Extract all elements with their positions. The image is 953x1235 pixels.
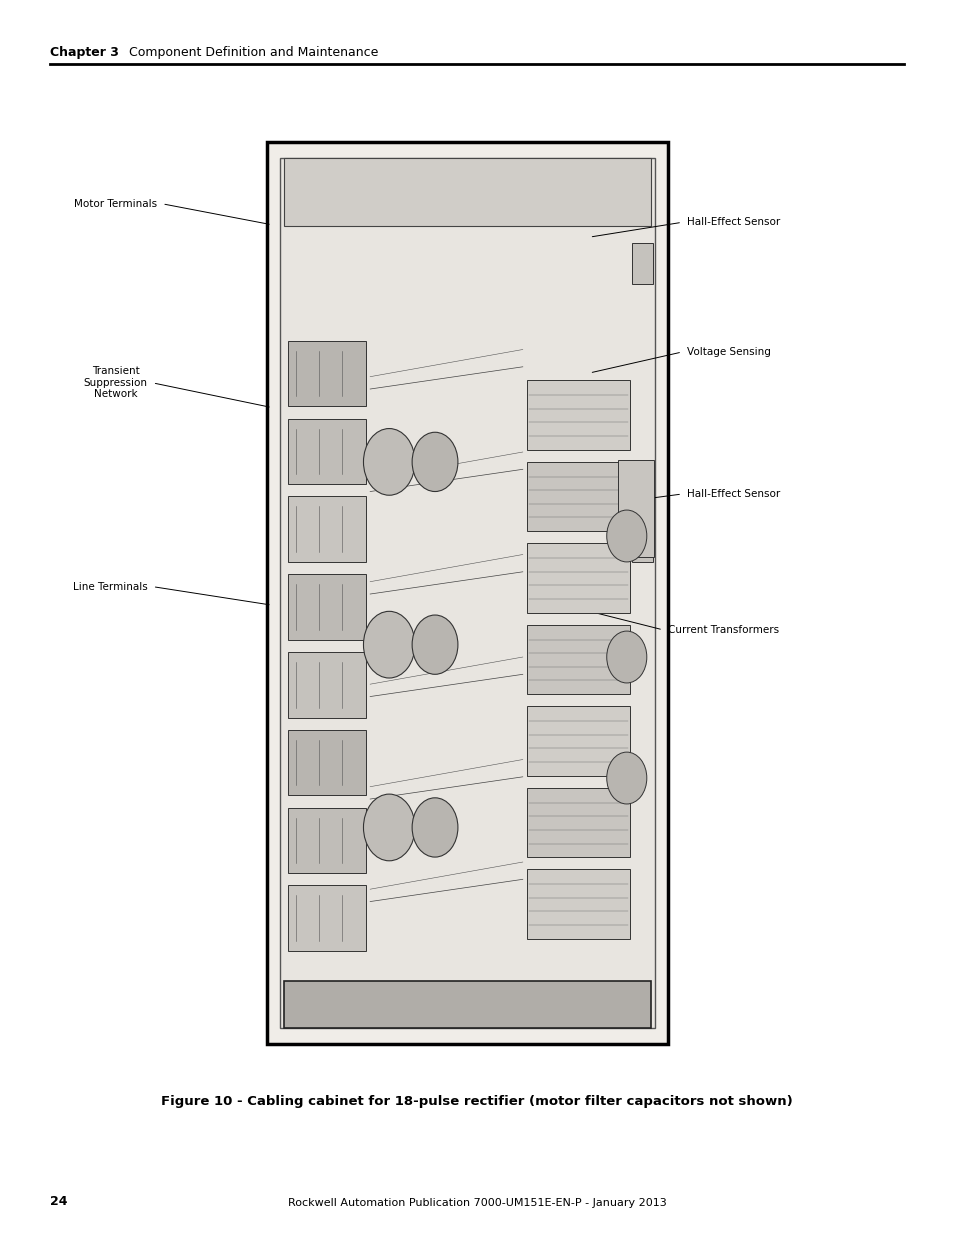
- Text: Line Terminals: Line Terminals: [73, 582, 148, 592]
- Bar: [288, 496, 366, 562]
- Bar: [631, 521, 653, 562]
- Bar: [288, 808, 366, 873]
- Text: Voltage Sensing: Voltage Sensing: [686, 347, 770, 357]
- Bar: [526, 543, 629, 613]
- Bar: [288, 652, 366, 718]
- Bar: [288, 730, 366, 795]
- Text: Motor Terminals: Motor Terminals: [74, 199, 157, 209]
- Bar: [288, 885, 366, 951]
- Circle shape: [363, 794, 415, 861]
- Bar: [288, 574, 366, 640]
- Bar: [284, 981, 650, 1028]
- Bar: [631, 243, 653, 284]
- Bar: [526, 462, 629, 531]
- Bar: [288, 341, 366, 406]
- Bar: [526, 380, 629, 450]
- Circle shape: [363, 611, 415, 678]
- Bar: [526, 869, 629, 939]
- Text: Current Transformers: Current Transformers: [667, 625, 778, 635]
- Text: Chapter 3: Chapter 3: [50, 46, 118, 59]
- Text: Transient
Suppression
Network: Transient Suppression Network: [84, 367, 148, 399]
- Circle shape: [412, 432, 457, 492]
- Bar: [284, 158, 650, 226]
- Circle shape: [412, 615, 457, 674]
- Circle shape: [606, 752, 646, 804]
- Bar: [288, 419, 366, 484]
- Text: 24: 24: [50, 1194, 67, 1208]
- Bar: [267, 142, 667, 1044]
- Bar: [618, 461, 654, 557]
- Bar: [526, 706, 629, 776]
- Bar: [526, 788, 629, 857]
- Bar: [279, 158, 655, 1028]
- Text: Rockwell Automation Publication 7000-UM151E-EN-P - January 2013: Rockwell Automation Publication 7000-UM1…: [287, 1198, 666, 1208]
- Text: Figure 10 - Cabling cabinet for 18-pulse rectifier (motor filter capacitors not : Figure 10 - Cabling cabinet for 18-pulse…: [161, 1095, 792, 1109]
- Text: Component Definition and Maintenance: Component Definition and Maintenance: [129, 46, 377, 59]
- Circle shape: [606, 510, 646, 562]
- Text: Hall-Effect Sensor: Hall-Effect Sensor: [686, 489, 780, 499]
- Circle shape: [412, 798, 457, 857]
- Circle shape: [363, 429, 415, 495]
- Circle shape: [606, 631, 646, 683]
- Bar: [526, 625, 629, 694]
- Text: Hall-Effect Sensor: Hall-Effect Sensor: [686, 217, 780, 227]
